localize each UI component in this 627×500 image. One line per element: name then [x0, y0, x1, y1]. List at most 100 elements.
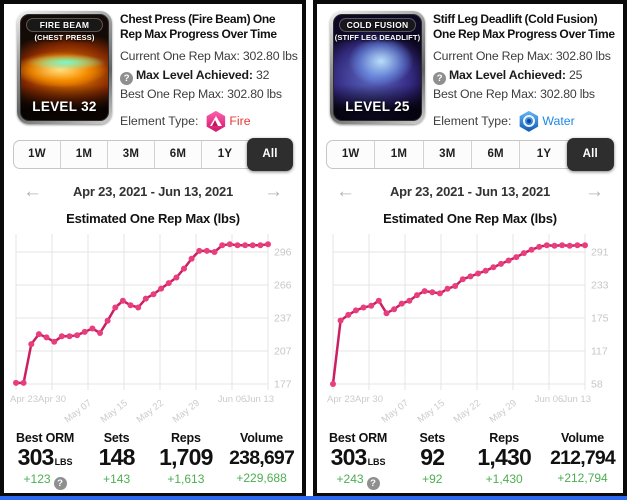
date-range-label: Apr 23, 2021 - Jun 13, 2021 — [389, 184, 551, 200]
volume-stat: Volume 212,794 +212,794 — [550, 430, 616, 490]
stat-delta: +229,688 — [236, 470, 287, 485]
tab-1y[interactable]: 1Y — [519, 140, 567, 168]
card-art-fire: FIRE BEAM (CHEST PRESS) LEVEL 32 — [20, 14, 109, 121]
svg-text:296: 296 — [274, 246, 292, 258]
element-type-row: Element Type: Fire — [120, 110, 298, 132]
card-level-badge: LEVEL 32 — [21, 85, 108, 120]
exercise-card[interactable]: COLD FUSION (STIFF LEG DEADLIFT) LEVEL 2… — [330, 11, 425, 124]
fire-icon — [206, 110, 226, 132]
prev-period-arrow-icon[interactable]: ← — [336, 181, 355, 203]
tab-6m[interactable]: 6M — [154, 140, 201, 168]
panel-chest-press: FIRE BEAM (CHEST PRESS) LEVEL 32 Chest P… — [0, 0, 306, 497]
tab-all[interactable]: All — [566, 137, 614, 171]
time-range-tabs: 1W 1M 3M 6M 1Y All — [13, 137, 293, 171]
exercise-info: Chest Press (Fire Beam) One Rep Max Prog… — [120, 11, 298, 132]
stat-unit: LBS — [54, 456, 73, 467]
card-subtitle: (STIFF LEG DEADLIFT) — [334, 33, 421, 42]
svg-text:177: 177 — [274, 378, 292, 390]
reps-stat: Reps 1,430 +1,430 — [477, 431, 531, 490]
tab-6m[interactable]: 6M — [470, 140, 519, 168]
tab-1w[interactable]: 1W — [341, 148, 360, 161]
stat-value: 148 — [98, 443, 136, 470]
stat-value: 212,794 — [550, 446, 616, 469]
time-range-tabs: 1W 1M 3M 6M 1Y All — [326, 137, 614, 171]
tab-3m[interactable]: 3M — [422, 140, 471, 168]
exercise-header: FIRE BEAM (CHEST PRESS) LEVEL 32 Chest P… — [4, 4, 302, 132]
current-orm-text: Current One Rep Max: 302.80 lbs — [433, 49, 611, 64]
svg-text:117: 117 — [591, 345, 608, 357]
card-name-banner: FIRE BEAM — [26, 18, 103, 32]
tab-1y[interactable]: 1Y — [201, 140, 248, 168]
sets-stat: Sets 148 +143 — [91, 431, 143, 490]
best-orm-stat: Best ORM 303LBS +123? — [16, 431, 74, 490]
reps-stat: Reps 1,709 +1,613 — [159, 431, 213, 490]
water-icon — [519, 110, 539, 132]
tab-all[interactable]: All — [247, 137, 293, 171]
stat-label: Sets — [103, 430, 130, 445]
stat-unit: LBS — [367, 456, 386, 467]
svg-text:Jun 06: Jun 06 — [535, 394, 564, 405]
help-icon[interactable]: ? — [433, 72, 446, 86]
svg-text:Jun 06: Jun 06 — [218, 394, 247, 405]
best-orm-stat: Best ORM 303LBS +243? — [329, 431, 387, 490]
exercise-header: COLD FUSION (STIFF LEG DEADLIFT) LEVEL 2… — [317, 4, 623, 132]
card-level-badge: LEVEL 25 — [334, 85, 421, 120]
max-level-label: Max Level Achieved: — [136, 68, 253, 83]
max-level-line: ? Max Level Achieved: 32 — [120, 66, 298, 86]
exercise-card[interactable]: FIRE BEAM (CHEST PRESS) LEVEL 32 — [17, 11, 112, 124]
stat-value: 303LBS — [330, 443, 386, 470]
best-orm-text: Best One Rep Max: 302.80 lbs — [120, 87, 282, 102]
svg-text:Jun 13: Jun 13 — [562, 394, 591, 405]
tab-1m[interactable]: 1M — [374, 140, 422, 168]
svg-text:Apr 23: Apr 23 — [327, 394, 355, 405]
stat-delta: +1,613 — [167, 471, 205, 486]
card-name-banner: COLD FUSION — [339, 18, 416, 32]
summary-stats: Best ORM 303LBS +123? Sets 148 +143 Reps… — [4, 422, 302, 490]
element-type-row: Element Type: Water — [433, 110, 619, 132]
stat-delta: +123? — [16, 472, 74, 490]
sets-stat: Sets 92 +92 — [406, 431, 458, 490]
prev-period-arrow-icon[interactable]: ← — [23, 181, 42, 203]
svg-text:207: 207 — [274, 345, 292, 357]
svg-text:175: 175 — [591, 312, 609, 324]
stat-delta: +143 — [103, 471, 131, 486]
stat-label: Reps — [170, 430, 201, 445]
svg-text:291: 291 — [591, 246, 609, 258]
stat-label: Sets — [419, 430, 446, 445]
help-icon[interactable]: ? — [366, 476, 380, 490]
element-type-label: Element Type: — [433, 114, 512, 129]
date-range-label: Apr 23, 2021 - Jun 13, 2021 — [72, 184, 234, 200]
max-level-value: 25 — [568, 68, 583, 83]
panel-stiff-leg-deadlift: COLD FUSION (STIFF LEG DEADLIFT) LEVEL 2… — [313, 0, 627, 497]
exercise-info: Stiff Leg Deadlift (Cold Fusion) One Rep… — [433, 11, 619, 132]
volume-stat: Volume 238,697 +229,688 — [229, 431, 295, 490]
stat-value: 92 — [420, 443, 445, 470]
stat-value: 238,697 — [229, 446, 295, 469]
tab-3m[interactable]: 3M — [107, 140, 154, 168]
help-icon[interactable]: ? — [120, 72, 133, 86]
next-period-arrow-icon[interactable]: → — [264, 181, 283, 203]
stat-label: Reps — [489, 430, 520, 445]
date-navigation: ← Apr 23, 2021 - Jun 13, 2021 → — [23, 182, 283, 202]
element-type-label: Element Type: — [120, 114, 199, 129]
svg-text:266: 266 — [274, 279, 292, 291]
bottom-accent-bar — [0, 496, 627, 500]
svg-text:233: 233 — [591, 279, 609, 291]
stat-delta: +243? — [329, 472, 387, 490]
stat-delta: +92 — [422, 471, 443, 486]
best-orm-text: Best One Rep Max: 302.80 lbs — [433, 87, 595, 102]
stat-label: Volume — [561, 430, 605, 445]
date-navigation: ← Apr 23, 2021 - Jun 13, 2021 → — [336, 182, 604, 202]
max-level-line: ? Max Level Achieved: 25 — [433, 66, 619, 86]
summary-stats: Best ORM 303LBS +243? Sets 92 +92 Reps 1… — [317, 422, 623, 490]
next-period-arrow-icon[interactable]: → — [585, 181, 604, 203]
page-title: Chest Press (Fire Beam) One Rep Max Prog… — [120, 12, 277, 42]
help-icon[interactable]: ? — [53, 476, 67, 490]
stat-label: Best ORM — [329, 430, 388, 445]
tab-1w[interactable]: 1W — [28, 148, 46, 161]
tab-1m[interactable]: 1M — [60, 140, 107, 168]
chart-title: Estimated One Rep Max (lbs) — [66, 210, 240, 226]
stat-value: 1,430 — [477, 443, 531, 470]
